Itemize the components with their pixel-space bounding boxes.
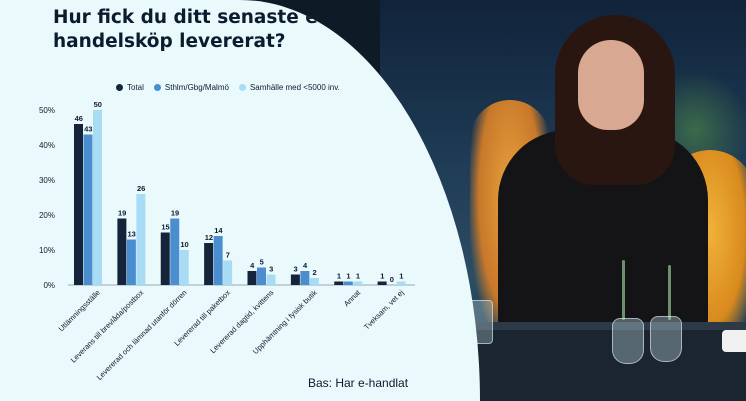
legend-swatch	[116, 83, 123, 91]
data-label: 2	[313, 268, 317, 277]
category-label: Annat	[342, 287, 363, 308]
bar	[266, 274, 276, 285]
y-tick-label: 30%	[39, 176, 55, 185]
bar	[290, 274, 300, 285]
data-label: 3	[269, 265, 273, 274]
data-label: 5	[260, 258, 264, 267]
channel-logo	[722, 330, 746, 352]
bar	[136, 194, 146, 285]
data-label: 4	[303, 261, 308, 270]
data-label: 14	[214, 226, 223, 235]
bar	[257, 267, 266, 285]
category-label: Tveksam, vet ej	[362, 288, 406, 332]
bar	[300, 271, 310, 285]
bar	[160, 232, 170, 285]
presenter-face	[578, 40, 644, 130]
bar	[93, 110, 102, 285]
bar	[204, 243, 214, 285]
y-tick-label: 0%	[43, 281, 55, 290]
bar	[247, 271, 257, 285]
bar	[117, 218, 127, 285]
data-label: 1	[380, 272, 384, 281]
data-label: 43	[84, 125, 92, 134]
chart-title: Hur fick du ditt senaste e-handelsköp le…	[53, 7, 326, 52]
data-label: 1	[346, 272, 350, 281]
data-label: 50	[94, 100, 102, 109]
data-label: 3	[294, 265, 298, 274]
bar	[396, 281, 406, 285]
legend-item: Sthlm/Gbg/Malmö	[153, 82, 229, 92]
bar	[83, 134, 93, 285]
bar	[126, 239, 136, 285]
bar	[343, 281, 353, 285]
legend-swatch	[153, 83, 161, 91]
y-tick-label: 40%	[39, 141, 55, 150]
y-tick-label: 10%	[39, 246, 55, 255]
bar	[74, 124, 83, 285]
legend-item: Samhälle med <5000 inv.	[238, 82, 340, 92]
bar	[353, 281, 363, 285]
category-label: Utlämningsställe	[57, 288, 102, 333]
desk-top	[432, 322, 746, 332]
data-label: 4	[250, 261, 255, 270]
bar	[309, 278, 319, 285]
chart-panel: Hur fick du ditt senaste e-handelsköp le…	[0, 0, 480, 401]
data-label: 1	[356, 272, 360, 281]
y-tick-label: 20%	[39, 211, 55, 220]
legend-swatch	[238, 83, 246, 91]
y-tick-label: 50%	[39, 106, 55, 115]
data-label: 1	[337, 272, 341, 281]
footnote: Bas: Har e-handlat	[308, 376, 409, 390]
data-label: 15	[161, 223, 169, 232]
plant-stem	[622, 260, 625, 320]
bar	[223, 260, 233, 285]
bar	[179, 250, 189, 285]
legend-label: Samhälle med <5000 inv.	[249, 82, 340, 92]
data-label: 26	[137, 184, 145, 193]
bar	[377, 281, 387, 285]
data-label: 19	[171, 209, 179, 218]
desk	[432, 330, 746, 401]
data-label: 0	[390, 275, 394, 284]
data-label: 7	[226, 251, 230, 260]
plant-stem	[668, 265, 671, 320]
data-label: 13	[127, 230, 135, 239]
legend-label: Total	[127, 82, 144, 92]
data-label: 12	[205, 233, 213, 242]
data-label: 10	[180, 240, 188, 249]
category-label: Leverans till brevlåda/postbox	[69, 288, 146, 365]
legend-label: Sthlm/Gbg/Malmö	[164, 82, 229, 92]
data-label: 1	[399, 272, 403, 281]
glass-vase	[612, 318, 644, 364]
glass-vase	[650, 316, 682, 362]
category-label: Levererad och lämnad utanför dörren	[95, 288, 189, 382]
bar	[213, 236, 223, 285]
data-label: 46	[75, 114, 83, 123]
legend-item: Total	[116, 83, 144, 92]
legend: Total Sthlm/Gbg/Malmö Samhälle med <5000 i…	[116, 81, 340, 93]
bar	[170, 218, 180, 285]
data-label: 19	[118, 209, 126, 218]
bar-chart: 0%10%20%30%40%50%464350Utlämningsställe1…	[39, 100, 415, 382]
bar	[334, 281, 344, 285]
